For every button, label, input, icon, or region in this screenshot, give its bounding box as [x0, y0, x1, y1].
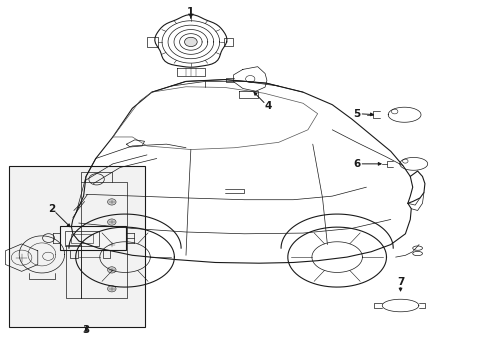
Bar [9, 166, 144, 327]
Bar [102, 250, 110, 258]
Bar [61, 226, 126, 250]
Circle shape [107, 285, 116, 292]
Circle shape [107, 219, 116, 225]
Polygon shape [81, 182, 127, 298]
Bar [69, 250, 78, 258]
Text: 7: 7 [396, 277, 404, 287]
Text: 5: 5 [352, 109, 360, 119]
Text: 4: 4 [264, 102, 271, 112]
Text: 3: 3 [82, 325, 89, 335]
Text: 2: 2 [48, 204, 56, 214]
Bar [65, 230, 99, 246]
Polygon shape [66, 245, 81, 298]
Circle shape [107, 199, 116, 205]
Text: 6: 6 [352, 159, 360, 169]
Bar [71, 234, 93, 243]
Circle shape [107, 267, 116, 273]
Circle shape [184, 37, 197, 46]
Circle shape [107, 242, 116, 248]
Text: 1: 1 [187, 7, 194, 17]
